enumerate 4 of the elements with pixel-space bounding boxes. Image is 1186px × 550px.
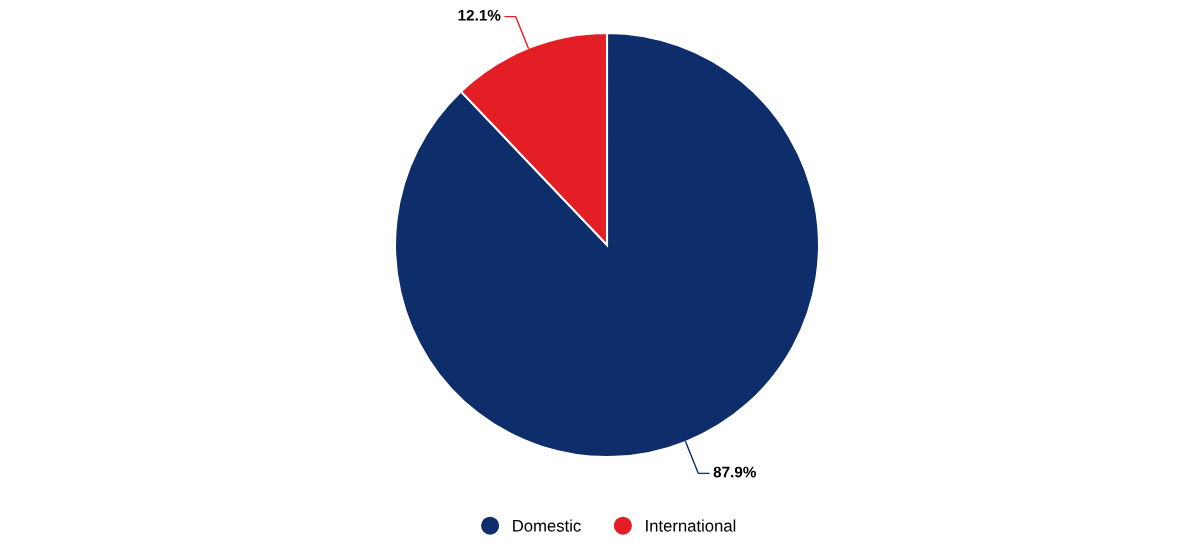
data-label: 12.1% — [458, 9, 501, 21]
legend-label: Domestic — [513, 519, 581, 532]
data-label: 87.9% — [713, 466, 756, 478]
legend-label: International — [646, 519, 736, 532]
